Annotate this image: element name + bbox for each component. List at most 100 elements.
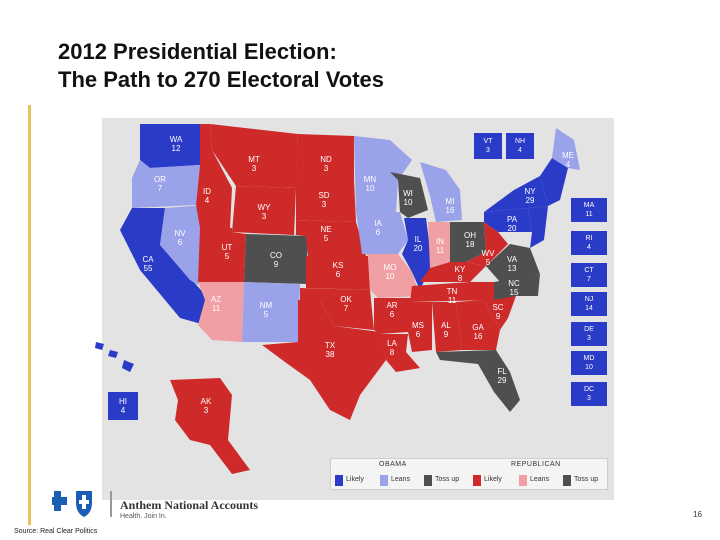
state-label-SD: SD xyxy=(318,191,329,200)
state-votes-WY: 3 xyxy=(262,212,267,221)
state-votes-NC: 15 xyxy=(510,288,519,297)
dc-votes: 3 xyxy=(587,395,591,402)
state-votes-MO: 10 xyxy=(386,272,395,281)
state-label-WV: WV xyxy=(482,249,496,258)
state-WI xyxy=(390,172,428,218)
de-abbr: DE xyxy=(584,326,594,333)
md-box: MD 10 xyxy=(571,351,607,375)
state-label-OK: OK xyxy=(340,295,352,304)
de-votes: 3 xyxy=(587,335,591,342)
state-label-AZ: AZ xyxy=(211,295,221,304)
state-votes-IA: 6 xyxy=(376,228,381,237)
state-votes-FL: 29 xyxy=(498,376,507,385)
state-label-KY: KY xyxy=(455,265,466,274)
state-HI-island-1 xyxy=(95,342,104,350)
state-votes-OK: 7 xyxy=(344,304,349,313)
state-ME xyxy=(552,128,580,170)
state-label-AL: AL xyxy=(441,321,451,330)
state-votes-PA: 20 xyxy=(508,224,517,233)
state-label-SC: SC xyxy=(492,303,503,312)
state-IA xyxy=(356,212,408,254)
state-votes-SD: 3 xyxy=(322,200,327,209)
source-note: Source: Real Clear Politics xyxy=(14,528,98,535)
state-label-WA: WA xyxy=(170,135,183,144)
ri-box: RI 4 xyxy=(571,231,607,255)
state-votes-CO: 9 xyxy=(274,260,279,269)
state-label-PA: PA xyxy=(507,215,518,224)
state-AK xyxy=(170,378,250,474)
state-label-GA: GA xyxy=(472,323,484,332)
nh-votes: 4 xyxy=(518,147,522,154)
state-votes-MS: 6 xyxy=(416,330,421,339)
state-SC xyxy=(484,296,516,330)
state-label-ME: ME xyxy=(562,151,574,160)
state-label-ID: ID xyxy=(203,187,211,196)
state-HI-island-2 xyxy=(108,350,118,358)
state-NM xyxy=(242,282,300,342)
state-votes-GA: 16 xyxy=(474,332,483,341)
state-AL xyxy=(432,302,462,352)
state-votes-NE: 5 xyxy=(324,234,329,243)
state-label-NE: NE xyxy=(320,225,331,234)
state-IN xyxy=(428,222,450,268)
state-new-england xyxy=(540,158,568,206)
state-label-NC: NC xyxy=(508,279,520,288)
state-label-OR: OR xyxy=(154,175,166,184)
state-TN xyxy=(410,282,500,302)
ma-votes: 11 xyxy=(585,211,593,218)
state-HI-island-3 xyxy=(122,360,134,372)
state-votes-ME: 4 xyxy=(566,160,571,169)
state-votes-AZ: 11 xyxy=(212,304,221,313)
nh-box: NH 4 xyxy=(506,133,534,159)
state-label-MT: MT xyxy=(248,155,260,164)
blue-shield-icon xyxy=(76,491,92,517)
nj-votes: 14 xyxy=(585,305,593,312)
state-label-VA: VA xyxy=(507,255,518,264)
state-ND xyxy=(296,134,354,180)
md-abbr: MD xyxy=(583,355,595,362)
state-label-MI: MI xyxy=(446,197,455,206)
legend-obama-header: OBAMA xyxy=(379,461,407,468)
state-PA xyxy=(484,208,532,232)
state-votes-UT: 5 xyxy=(225,252,230,261)
state-label-MS: MS xyxy=(412,321,424,330)
state-label-LA: LA xyxy=(387,339,397,348)
state-IL xyxy=(402,218,432,290)
ri-abbr: RI xyxy=(585,235,593,242)
dc-box: DC 3 xyxy=(571,382,607,406)
state-WV xyxy=(466,222,508,266)
map-legend: OBAMA REPUBLICAN Likely Leans Toss up Li… xyxy=(330,458,608,490)
state-votes-KS: 6 xyxy=(336,270,341,279)
state-votes-NV: 6 xyxy=(178,238,183,247)
vt-votes: 3 xyxy=(486,147,490,154)
state-votes-TX: 38 xyxy=(326,350,335,359)
state-KS xyxy=(306,256,370,290)
state-votes-WV: 5 xyxy=(486,258,491,267)
vt-box: VT 3 xyxy=(474,133,502,159)
state-label-OH: OH xyxy=(464,231,476,240)
md-votes: 10 xyxy=(585,364,593,371)
state-AR xyxy=(374,298,412,334)
state-votes-AR: 6 xyxy=(390,310,395,319)
de-box: DE 3 xyxy=(571,322,607,346)
state-NV xyxy=(160,205,205,285)
legend-swatch-rep-likely xyxy=(473,475,481,486)
state-MS xyxy=(408,302,432,352)
ct-box: CT 7 xyxy=(571,263,607,287)
state-MI xyxy=(420,162,462,222)
legend-label-rep-likely: Likely xyxy=(484,476,502,483)
state-label-FL: FL xyxy=(497,367,507,376)
state-WY xyxy=(232,186,296,235)
state-CO xyxy=(244,234,308,284)
nh-abbr: NH xyxy=(514,138,526,145)
state-label-WY: WY xyxy=(258,203,272,212)
hi-box xyxy=(108,392,138,420)
state-OK xyxy=(300,288,374,330)
state-AZ xyxy=(198,282,244,342)
legend-swatch-obama-leans xyxy=(380,475,388,486)
state-OR xyxy=(132,160,200,208)
anthem-logo xyxy=(52,491,112,517)
state-label-MO: MO xyxy=(384,263,397,272)
state-votes-TN: 11 xyxy=(448,296,457,305)
